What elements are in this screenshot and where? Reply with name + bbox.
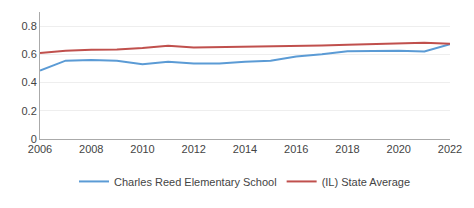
svg-text:(IL) State Average: (IL) State Average [322, 176, 410, 188]
svg-text:2014: 2014 [233, 143, 257, 155]
svg-text:0.6: 0.6 [22, 48, 37, 60]
svg-text:2016: 2016 [284, 143, 308, 155]
svg-text:2006: 2006 [28, 143, 52, 155]
svg-text:0: 0 [31, 133, 37, 145]
svg-text:0.4: 0.4 [22, 76, 37, 88]
svg-text:2012: 2012 [182, 143, 206, 155]
svg-text:2020: 2020 [387, 143, 411, 155]
svg-text:2008: 2008 [79, 143, 103, 155]
svg-text:Charles Reed Elementary School: Charles Reed Elementary School [114, 176, 277, 188]
svg-text:0.2: 0.2 [22, 105, 37, 117]
svg-text:0.8: 0.8 [22, 20, 37, 32]
svg-text:2010: 2010 [130, 143, 154, 155]
svg-text:2022: 2022 [438, 143, 462, 155]
svg-text:2018: 2018 [335, 143, 359, 155]
